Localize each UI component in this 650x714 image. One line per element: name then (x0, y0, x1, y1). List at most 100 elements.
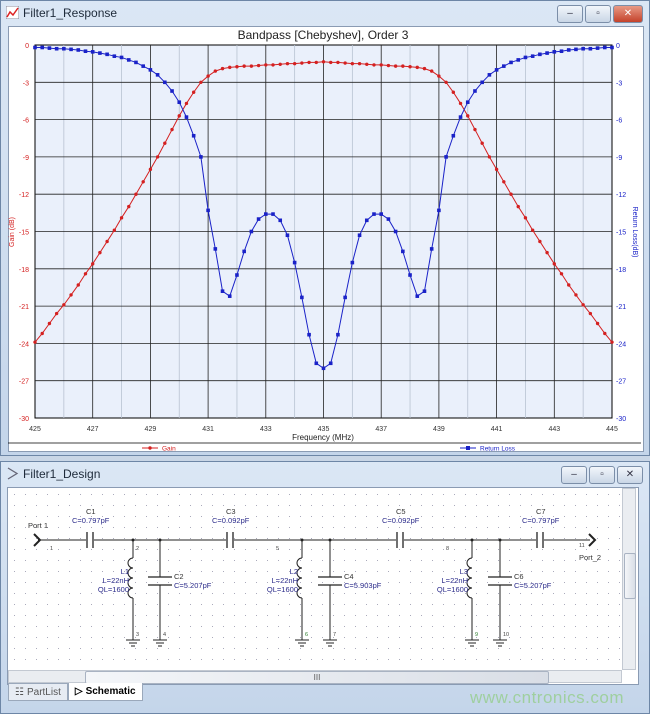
tab-partlist[interactable]: ☷ PartList (8, 683, 68, 701)
gain-point (33, 340, 37, 344)
y2-axis-label: Return Loss(dB) (631, 207, 638, 258)
return-loss-point (163, 80, 167, 85)
horizontal-scrollbar[interactable]: III (8, 670, 622, 684)
gain-point (206, 74, 210, 78)
y2-tick-label: 0 (616, 43, 620, 50)
gain-point (538, 239, 542, 244)
return-loss-point (213, 247, 218, 251)
return-loss-point (523, 55, 528, 60)
gain-point (127, 204, 131, 209)
return-loss-point (437, 208, 441, 213)
chart-title: Bandpass [Chebyshev], Order 3 (238, 28, 409, 42)
gain-point (444, 80, 448, 85)
return-loss-point (393, 229, 398, 234)
y-axis-label: Gain (dB) (9, 217, 16, 247)
vertical-scrollbar[interactable] (622, 488, 636, 670)
y-tick-label: -9 (23, 155, 29, 162)
return-loss-point (415, 294, 420, 298)
gain-point (119, 216, 124, 220)
return-loss-point (242, 249, 246, 254)
schematic-canvas[interactable] (7, 487, 639, 685)
gain-point (184, 101, 189, 106)
schematic-icon: ▷ (74, 686, 83, 697)
x-tick-label: 443 (548, 426, 560, 433)
gain-point (148, 167, 153, 172)
gain-point (69, 293, 73, 297)
gain-point (83, 272, 88, 276)
gain-point (473, 127, 477, 132)
return-loss-point (364, 218, 369, 223)
y-tick-label: -6 (23, 118, 29, 125)
tab-schematic[interactable]: ▷ Schematic (67, 683, 143, 701)
return-loss-point (321, 366, 326, 371)
return-loss-point (545, 51, 549, 55)
window-title: Filter1_Design (23, 467, 101, 481)
gain-point (285, 61, 290, 66)
gain-point (357, 61, 362, 66)
gain-point (372, 63, 376, 67)
return-loss-point (509, 60, 513, 65)
gain-point (466, 114, 470, 118)
gain-point (588, 311, 593, 316)
gain-point (365, 62, 369, 66)
y2-tick-label: -15 (616, 230, 626, 237)
return-loss-point (574, 47, 578, 52)
plot-area: 425 427 429 431 433 435 437 439 441 443 445 0 0 -3 -3 -… (19, 43, 626, 433)
return-loss-point (350, 260, 355, 265)
gain-point (271, 63, 275, 67)
y-tick-label: 0 (25, 43, 29, 50)
horizontal-scroll-thumb[interactable]: III (85, 671, 549, 684)
return-loss-point (278, 218, 283, 223)
return-loss-point (401, 249, 405, 254)
close-button[interactable]: ✕ (613, 5, 643, 23)
response-chart: Bandpass [Chebyshev], Order 3 Gain (dB) … (8, 28, 641, 453)
title-bar[interactable]: Filter1_Response – ▫ ✕ (1, 1, 649, 25)
gain-point (199, 80, 203, 85)
return-loss-point (227, 294, 232, 298)
return-loss-point (494, 68, 499, 72)
x-tick-label: 433 (260, 426, 272, 433)
return-loss-point (148, 68, 153, 72)
restore-button[interactable]: ▫ (585, 5, 611, 23)
return-loss-point (530, 54, 535, 58)
return-loss-point (141, 64, 145, 68)
gain-point (213, 69, 218, 73)
gain-point (343, 61, 347, 65)
gain-point (408, 65, 412, 69)
return-loss-point (206, 208, 210, 213)
return-loss-point (256, 217, 261, 221)
return-loss-point (336, 332, 340, 337)
close-button[interactable]: ✕ (617, 466, 643, 484)
legend-marker (148, 446, 152, 450)
gain-point (98, 250, 102, 255)
return-loss-point (119, 55, 124, 60)
return-loss-point (220, 289, 225, 293)
return-loss-point (444, 155, 448, 159)
gain-point (422, 66, 427, 71)
return-loss-point (422, 289, 427, 293)
return-loss-point (328, 361, 333, 366)
gain-point (480, 141, 484, 145)
return-loss-point (300, 295, 304, 300)
gain-point (487, 155, 492, 159)
y2-tick-label: -6 (616, 118, 622, 125)
y2-tick-label: -9 (616, 155, 622, 162)
y2-tick-label: -30 (616, 416, 626, 423)
gain-point (264, 63, 268, 67)
y-tick-label: -3 (23, 80, 29, 87)
watermark: www.cntronics.com (470, 688, 624, 707)
gain-point (292, 61, 297, 66)
return-loss-point (566, 48, 571, 52)
return-loss-point (155, 73, 160, 77)
legend-label: Return Loss (480, 446, 516, 453)
y2-tick-label: -12 (616, 192, 626, 199)
minimize-button[interactable]: – (557, 5, 583, 23)
restore-button[interactable]: ▫ (589, 466, 615, 484)
y-tick-label: -24 (19, 341, 29, 348)
title-bar[interactable]: Filter1_Design – ▫ ✕ (1, 462, 649, 486)
return-loss-point (595, 46, 600, 50)
vertical-scroll-thumb[interactable] (624, 553, 636, 599)
gain-point (401, 64, 405, 68)
minimize-button[interactable]: – (561, 466, 587, 484)
return-loss-point (184, 115, 189, 119)
